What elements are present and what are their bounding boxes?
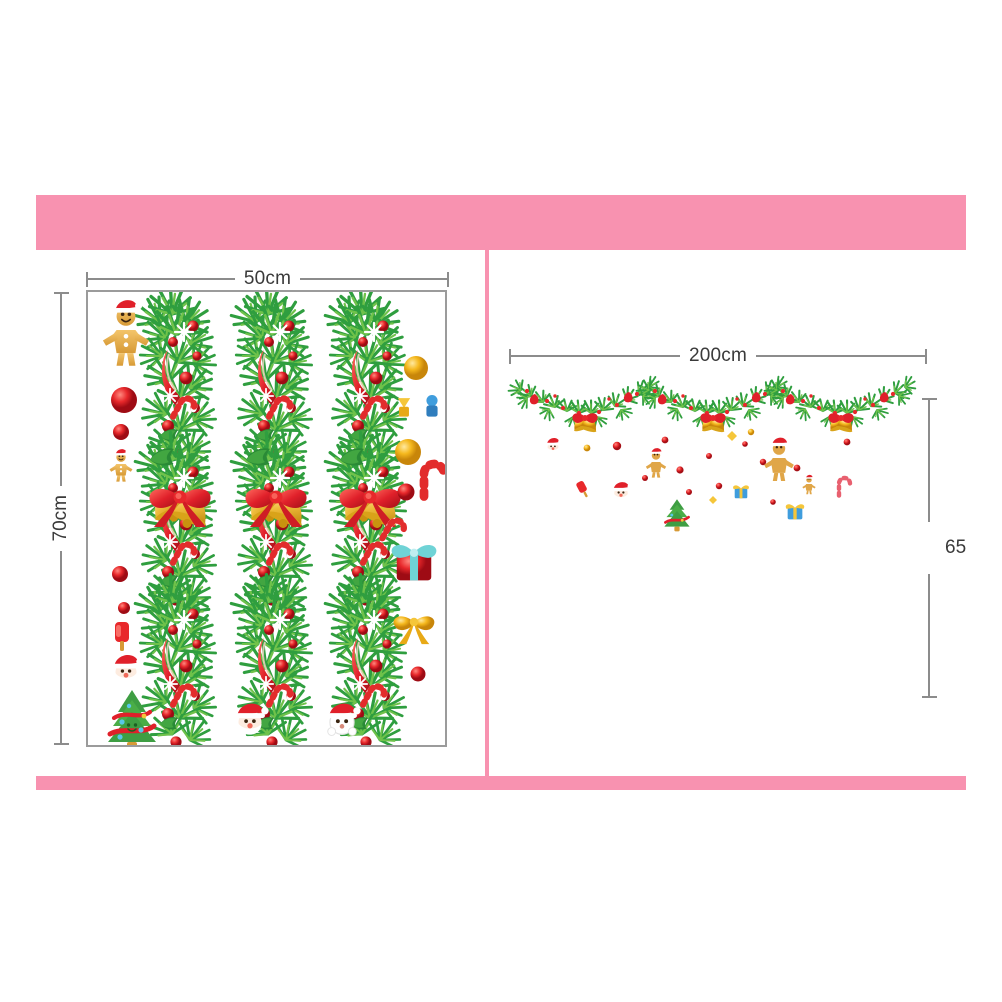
sticker-sheet-artwork — [102, 292, 445, 747]
bauble-red-small — [113, 424, 129, 440]
dimension-height-65cm: 65cm — [921, 398, 966, 698]
dim-bar-right — [300, 278, 448, 280]
dimension-width-50cm: 50cm — [86, 268, 450, 290]
applied-preview-panel: 200cm 65cm — [489, 250, 966, 776]
dimension-rule-65cm — [921, 398, 937, 698]
dim-cap-top — [921, 398, 937, 400]
dimension-label-70cm: 70cm — [50, 495, 71, 542]
panel-divider — [485, 250, 489, 776]
sticker-sheet-panel: 50cm 70cm — [36, 250, 485, 776]
dimension-label-200cm: 200cm — [688, 345, 748, 366]
dimension-label-50cm: 50cm — [243, 268, 292, 289]
dim-bar-top — [928, 400, 930, 522]
dim-bar-bottom — [928, 574, 930, 696]
dimension-height-70cm: 70cm — [48, 292, 74, 745]
panels-container: 50cm 70cm — [36, 250, 966, 776]
dimension-label-65cm: 65cm — [945, 537, 966, 558]
dim-cap-right — [925, 348, 927, 364]
dim-cap-bottom — [53, 743, 69, 745]
sticker-sheet — [86, 290, 447, 747]
dim-cap-left — [86, 271, 88, 287]
garland-swag-row — [506, 374, 918, 433]
dim-cap-bottom — [921, 696, 937, 698]
bauble-red-large — [111, 387, 137, 413]
bauble-gold — [404, 356, 428, 380]
dim-bar-left — [88, 278, 235, 280]
left-accessory-column — [102, 299, 156, 747]
applied-preview-artwork — [513, 370, 913, 600]
dim-bar-top — [60, 294, 62, 487]
dim-cap-top — [53, 292, 69, 294]
right-accessory-column — [382, 356, 444, 682]
dim-cap-left — [509, 348, 511, 364]
dim-cap-right — [447, 271, 450, 287]
dim-bar-bottom — [60, 550, 62, 743]
dim-bar-right — [756, 355, 925, 357]
dim-bar-left — [511, 355, 680, 357]
scattered-ornaments — [546, 428, 851, 533]
dimension-width-200cm: 200cm — [509, 345, 927, 367]
